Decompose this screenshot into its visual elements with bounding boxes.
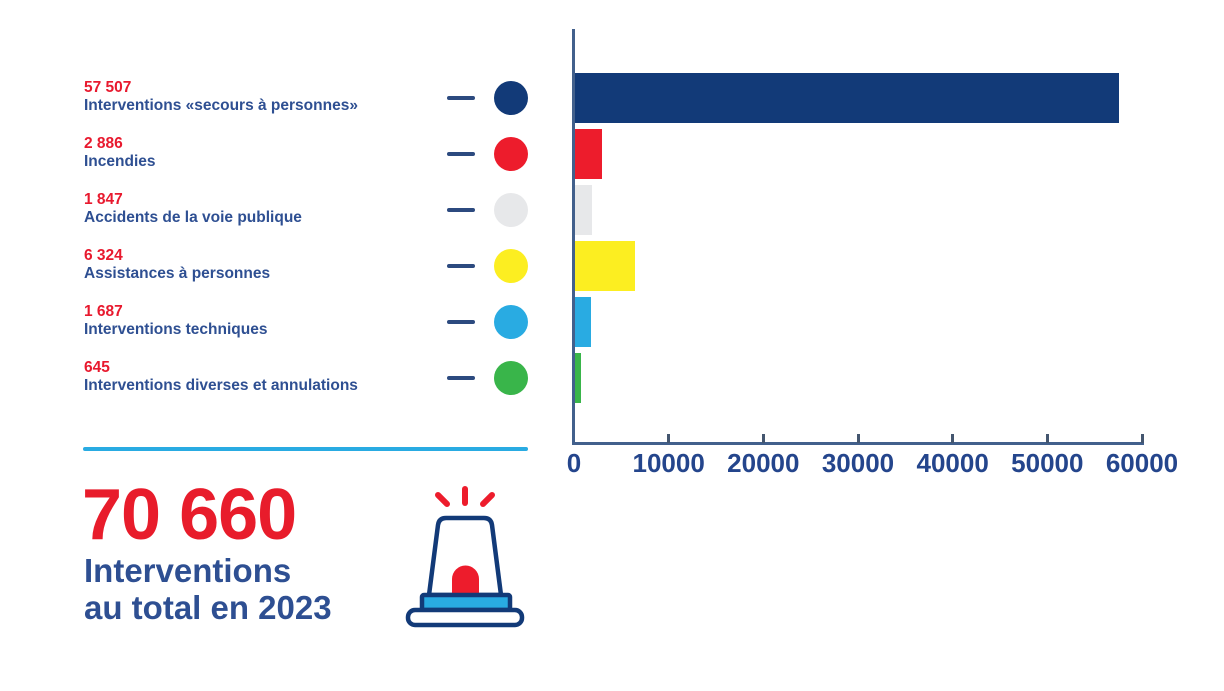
siren-ray-left (435, 492, 450, 507)
bar (575, 240, 635, 291)
y-axis-line (572, 29, 575, 445)
x-axis-tick (761, 434, 765, 443)
siren-base (405, 607, 525, 628)
x-tick-label: 20000 (727, 448, 800, 478)
legend-dot-icon (494, 304, 528, 339)
bar (575, 73, 1120, 123)
legend-label: Interventions techniques (84, 320, 268, 338)
x-tick-label: 10000 (632, 448, 705, 478)
legend-dash-icon (447, 96, 475, 100)
siren-light (452, 565, 479, 595)
bar (575, 296, 591, 347)
legend-label: Incendies (84, 152, 156, 170)
legend-label: Assistances à personnes (84, 264, 271, 282)
total-label: Interventions au total en 2023 (84, 552, 332, 626)
legend-texts: 645 Interventions diverses et annulations (84, 359, 358, 395)
legend-item: 1 847 Accidents de la voie publique (84, 182, 530, 238)
bar (575, 352, 582, 403)
legend-dot-icon (494, 248, 528, 283)
legend-dash-icon (447, 375, 475, 380)
legend-texts: 57 507 Interventions «secours à personnes… (84, 79, 358, 115)
legend-dot-icon (494, 136, 528, 171)
x-axis-tick (667, 434, 671, 443)
x-axis-tick (856, 434, 860, 443)
siren-icon (405, 486, 525, 628)
total-label-line2: au total en 2023 (84, 589, 332, 626)
legend-value: 1 687 (84, 302, 123, 320)
x-tick-label: 0 (566, 448, 582, 478)
legend-item: 645 Interventions diverses et annulations (84, 350, 530, 406)
legend-item: 6 324 Assistances à personnes (84, 238, 530, 294)
legend-item: 1 687 Interventions techniques (84, 294, 530, 350)
legend-dot-icon (494, 360, 528, 395)
x-tick-label: 50000 (1011, 448, 1084, 478)
legend-texts: 1 847 Accidents de la voie publique (84, 191, 302, 227)
legend-label: Interventions «secours à personnes» (84, 97, 358, 114)
legend-texts: 1 687 Interventions techniques (84, 303, 267, 339)
legend-item: 2 886 Incendies (84, 126, 530, 182)
x-tick-label: 40000 (916, 448, 989, 478)
legend-dot-icon (494, 81, 528, 115)
x-tick-label: 30000 (821, 448, 895, 478)
siren-ray-right (480, 492, 495, 507)
siren-dome (426, 515, 504, 598)
legend-dash-icon (447, 319, 475, 324)
legend-texts: 6 324 Assistances à personnes (84, 247, 270, 283)
legend-texts: 2 886 Incendies (84, 135, 156, 171)
legend-value: 1 847 (84, 190, 123, 208)
bar (575, 184, 593, 235)
bar (575, 128, 603, 179)
legend-value: 2 886 (84, 134, 123, 152)
x-axis-tick (1140, 434, 1144, 443)
total-label-line1: Interventions (84, 552, 292, 589)
divider-line (83, 447, 528, 451)
x-axis-tick (951, 434, 955, 443)
legend-value: 57 507 (84, 79, 132, 96)
legend-label: Accidents de la voie publique (84, 208, 302, 226)
legend-dash-icon (447, 263, 475, 268)
legend-label: Interventions diverses et annulations (84, 376, 358, 394)
total-value: 70 660 (82, 475, 297, 555)
legend-dot-icon (494, 192, 528, 227)
x-axis-line (572, 442, 1144, 445)
legend-value: 645 (84, 358, 110, 376)
legend-item: 57 507 Interventions «secours à personnes… (84, 70, 530, 126)
legend-dash-icon (447, 151, 475, 156)
legend-dash-icon (447, 207, 475, 212)
x-tick-label: 60000 (1105, 448, 1179, 478)
legend-value: 6 324 (84, 246, 123, 264)
x-axis-tick (1045, 434, 1049, 443)
